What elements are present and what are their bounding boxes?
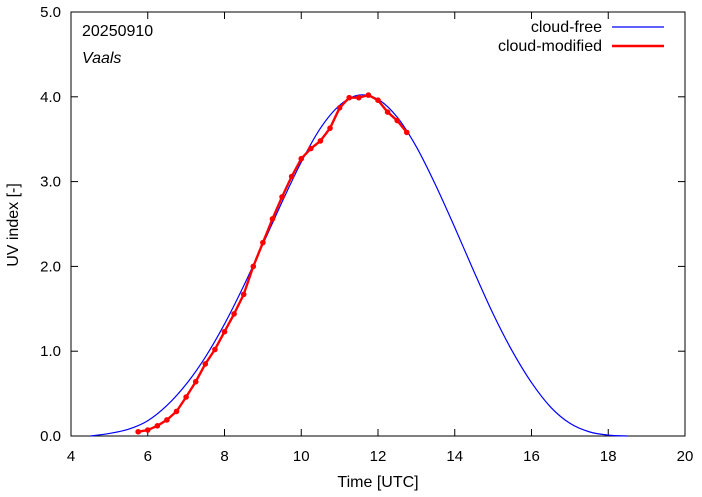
- x-tick-label: 12: [370, 448, 387, 465]
- x-tick-label: 16: [523, 448, 540, 465]
- cloud-modified-point: [250, 263, 257, 270]
- x-tick-label: 20: [677, 448, 694, 465]
- cloud-modified-point: [356, 94, 362, 101]
- cloud-modified-point: [279, 194, 285, 200]
- cloud-modified-point: [384, 109, 391, 115]
- cloud-modified-point: [183, 394, 189, 400]
- x-tick-label: 4: [67, 448, 75, 465]
- cloud-modified-point: [173, 408, 180, 415]
- cloud-modified-point: [202, 361, 209, 367]
- series-line-cloud-modified: [137, 93, 408, 433]
- legend-label-cloud-modified: cloud-modified: [498, 38, 602, 55]
- y-tick-label: 2.0: [40, 258, 61, 275]
- date-annotation: 20250910: [82, 23, 153, 40]
- plot-frame: [70, 11, 686, 437]
- cloud-modified-point: [394, 117, 400, 124]
- y-axis-ticks: 0.0 1.0 2.0 3.0 4.0 5.0: [40, 4, 685, 445]
- cloud-modified-point: [164, 417, 170, 423]
- cloud-modified-point: [144, 427, 151, 433]
- legend-label-cloud-free: cloud-free: [531, 19, 602, 36]
- cloud-modified-point: [288, 173, 295, 180]
- series-line-cloud-free: [90, 94, 628, 437]
- cloud-modified-point: [336, 105, 343, 111]
- cloud-modified-point: [317, 138, 324, 144]
- cloud-modified-point: [135, 428, 141, 435]
- y-axis-title: UV index [-]: [5, 183, 22, 267]
- y-tick-label: 1.0: [40, 343, 61, 360]
- x-axis-title: Time [UTC]: [337, 474, 418, 491]
- series-layer: [90, 92, 628, 437]
- x-tick-label: 18: [600, 448, 617, 465]
- legend: cloud-free cloud-modified: [498, 19, 664, 55]
- plot-border: [70, 11, 686, 437]
- location-annotation: Vaals: [82, 50, 121, 67]
- y-tick-label: 3.0: [40, 174, 61, 191]
- x-tick-label: 10: [293, 448, 310, 465]
- y-tick-label: 0.0: [40, 428, 61, 445]
- cloud-modified-point: [221, 328, 228, 335]
- cloud-modified-point: [403, 129, 410, 136]
- cloud-modified-point: [231, 311, 237, 317]
- cloud-modified-point: [212, 346, 218, 353]
- cloud-modified-point: [375, 97, 381, 103]
- y-tick-label: 5.0: [40, 4, 61, 21]
- x-tick-label: 14: [446, 448, 463, 465]
- cloud-modified-point: [260, 239, 266, 246]
- cloud-modified-point: [298, 155, 305, 162]
- cloud-modified-point: [154, 423, 161, 429]
- y-tick-label: 4.0: [40, 89, 61, 106]
- cloud-modified-point: [192, 378, 199, 385]
- x-tick-label: 8: [220, 448, 228, 465]
- cloud-modified-point: [240, 291, 247, 298]
- cloud-modified-point: [308, 145, 314, 152]
- cloud-modified-point: [269, 216, 276, 222]
- x-axis-ticks: 4 6 8 10 12 14 16 18 20: [67, 12, 694, 465]
- cloud-modified-point: [365, 92, 372, 98]
- x-tick-label: 6: [144, 448, 152, 465]
- cloud-modified-point: [327, 125, 333, 131]
- cloud-modified-point: [346, 94, 353, 101]
